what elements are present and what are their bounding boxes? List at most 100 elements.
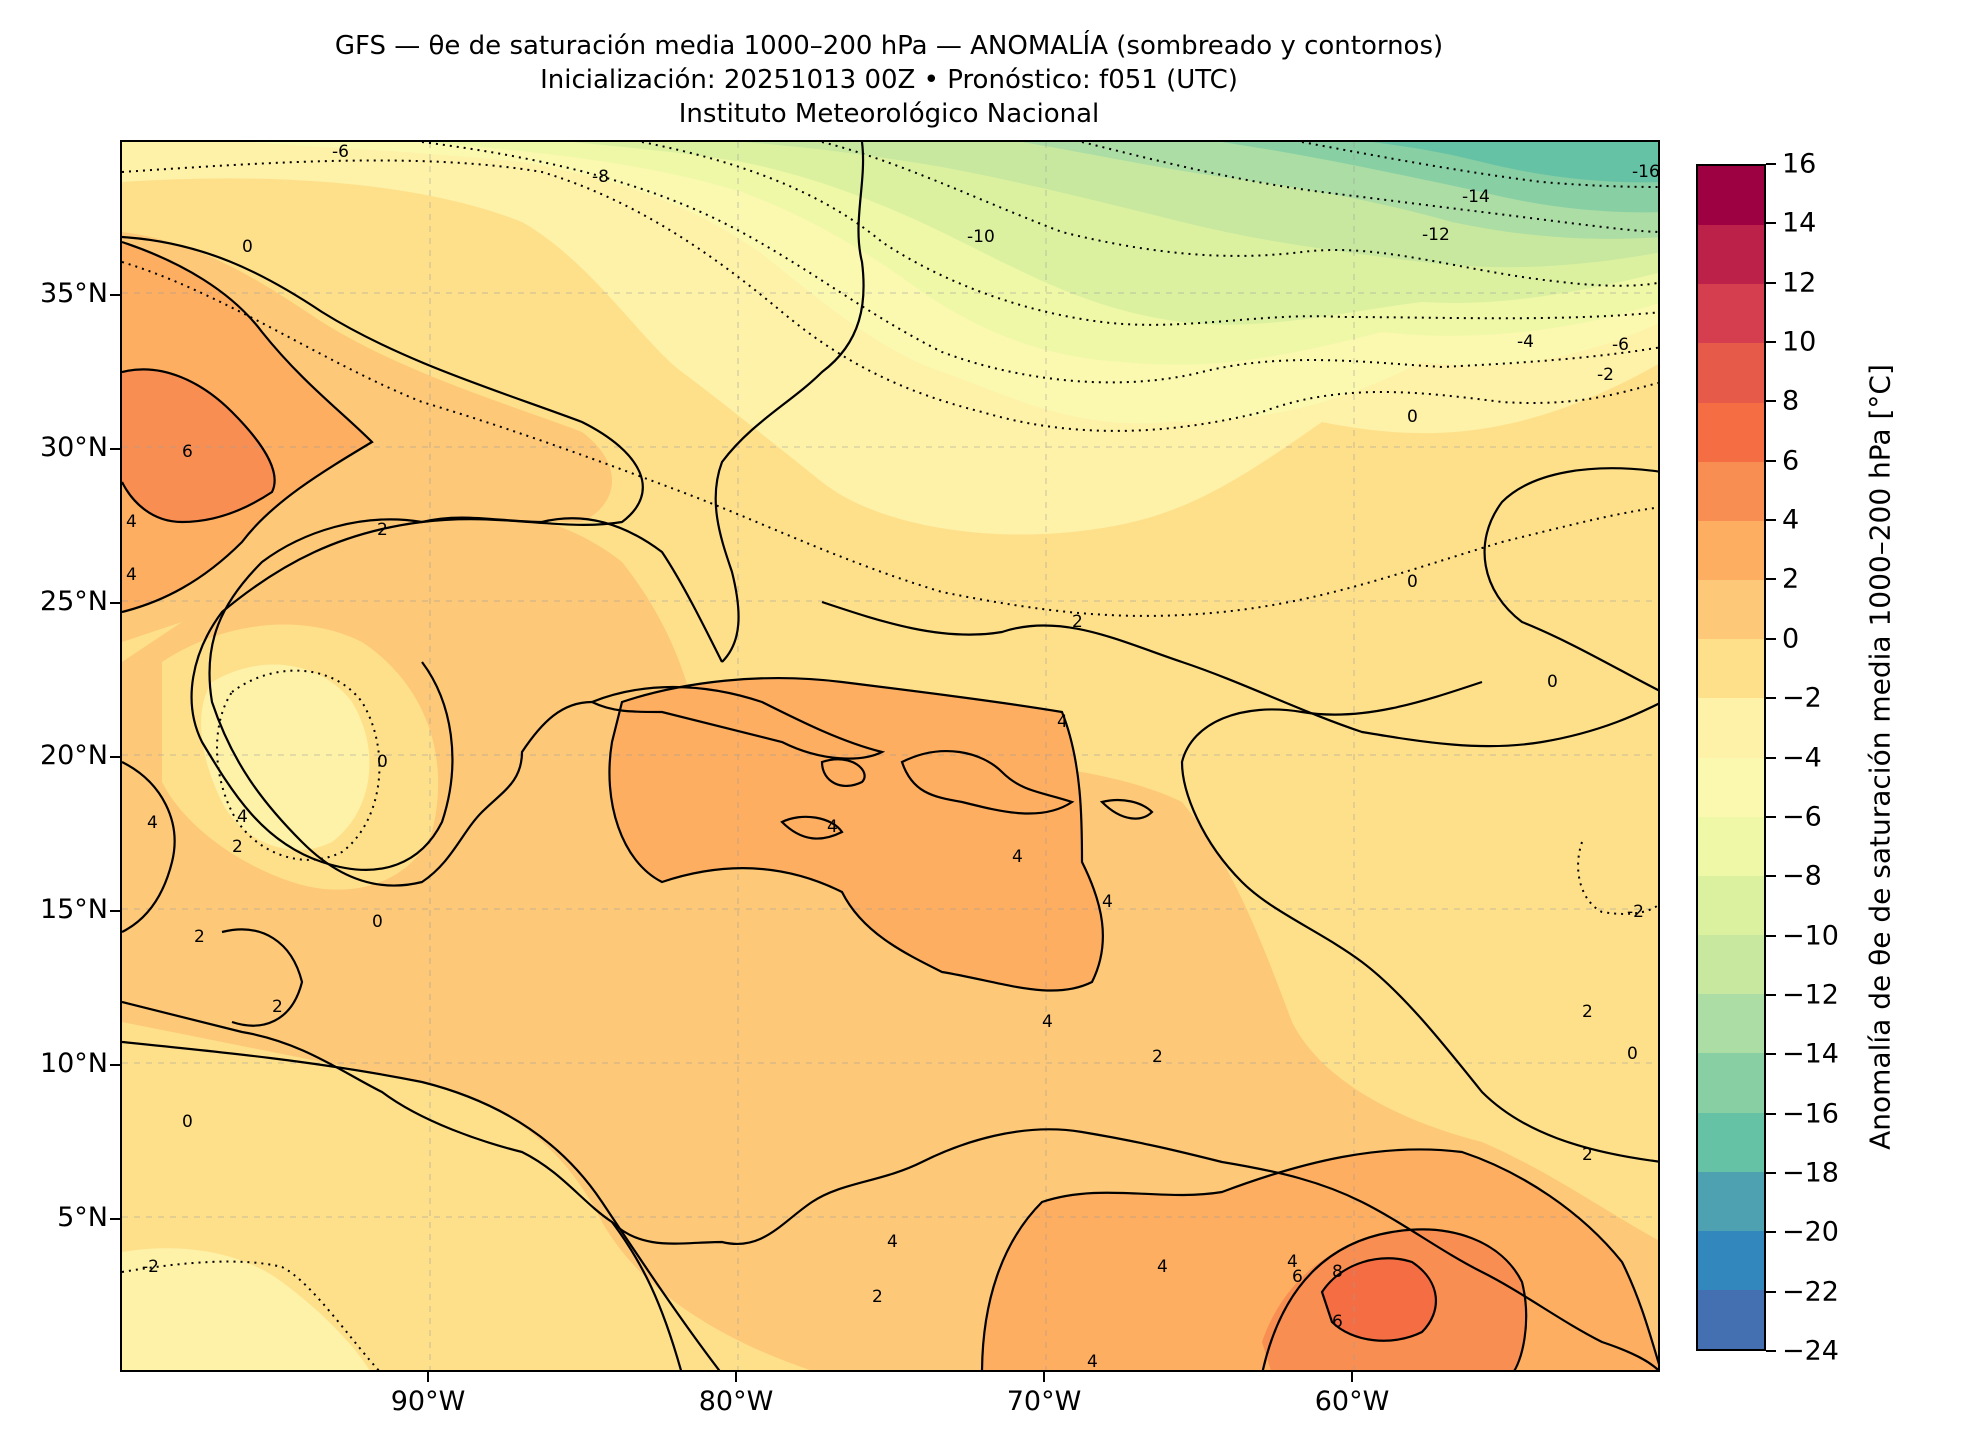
colorbar-segment: [1698, 935, 1764, 995]
contour-label: -10: [967, 227, 995, 247]
colorbar-segment: [1698, 402, 1764, 462]
contour-label: 4: [1042, 1012, 1053, 1032]
colorbar-segment: [1698, 461, 1764, 521]
colorbar-tick: [1766, 341, 1776, 344]
colorbar-title: Anomalía de θe de saturación media 1000–…: [1863, 364, 1897, 1150]
contour-label: 6: [1292, 1267, 1303, 1287]
contour-label: 0: [242, 237, 253, 257]
colorbar-tick-label: 16: [1782, 148, 1817, 180]
colorbar-tick-label: −22: [1782, 1276, 1839, 1308]
colorbar-segment: [1698, 639, 1764, 699]
contour-labels: -6 -8 0 -10 -14 -12 -16 -4 -6 -2 0 6 2 0…: [126, 142, 1658, 1370]
contour-label: 0: [372, 912, 383, 932]
colorbar-tick: [1766, 578, 1776, 581]
lat-tick: [110, 602, 120, 604]
contour-label: 2: [377, 520, 388, 540]
shade-gt0-eastatlantic: [1477, 438, 1658, 700]
colorbar-tick-label: −18: [1782, 1157, 1839, 1189]
contour-label: 2: [1582, 1002, 1593, 1022]
colorbar-tick: [1766, 1290, 1776, 1293]
lon-label: 70°W: [1006, 1386, 1082, 1417]
contour-label: 4: [1287, 1252, 1298, 1272]
contour-label: 0: [1627, 1044, 1638, 1064]
colorbar-tick-label: 10: [1782, 326, 1817, 358]
shade-lt-16: [1372, 142, 1658, 183]
colorbar-tick: [1766, 815, 1776, 818]
colorbar-tick: [1766, 400, 1776, 403]
contour-label: 6: [182, 442, 193, 462]
contour-label: -2: [1597, 365, 1614, 385]
colorbar-tick: [1766, 281, 1776, 284]
anomaly-map: -6 -8 0 -10 -14 -12 -16 -4 -6 -2 0 6 2 0…: [122, 142, 1658, 1370]
colorbar-tick-label: −8: [1782, 860, 1822, 892]
colorbar-tick-label: 0: [1782, 623, 1800, 655]
colorbar-tick-label: −4: [1782, 742, 1822, 773]
contour-label: -2: [142, 1257, 159, 1277]
chart-title-line2: Inicialización: 20251013 00Z • Pronóstic…: [540, 65, 1238, 95]
colorbar-segment: [1698, 520, 1764, 581]
colorbar-segment: [1698, 816, 1764, 876]
contour-label: 2: [194, 927, 205, 947]
lon-tick: [427, 1372, 429, 1382]
chart-title-line3: Instituto Meteorológico Nacional: [678, 99, 1100, 129]
lon-tick: [1043, 1372, 1045, 1382]
contour-label: -2: [1627, 902, 1644, 922]
colorbar-tick: [1766, 934, 1776, 937]
colorbar-tick: [1766, 637, 1776, 640]
contour-label: 0: [1407, 572, 1418, 592]
contour-label: 6: [1332, 1312, 1343, 1332]
lat-tick: [110, 448, 120, 450]
shade-gt6-texas: [122, 369, 275, 522]
colorbar-segment: [1698, 698, 1764, 758]
colorbar-tick: [1766, 1112, 1776, 1115]
colorbar-tick-label: 8: [1782, 385, 1800, 417]
contour-label: 4: [1157, 1257, 1168, 1277]
shade-gt8-core: [1322, 1258, 1436, 1341]
contour-label: 4: [147, 813, 158, 833]
colorbar-segment: [1698, 1171, 1764, 1231]
contour-label: 2: [232, 837, 243, 857]
colorbar-tick-label: −12: [1782, 979, 1839, 1011]
lat-tick: [110, 1064, 120, 1066]
colorbar-tick: [1766, 519, 1776, 522]
contour-label: 4: [827, 817, 838, 837]
contour-label: 0: [1407, 407, 1418, 427]
lat-label: 5°N: [57, 1202, 108, 1233]
coastlines: [122, 142, 1658, 1370]
colorbar-tick-label: −16: [1782, 1098, 1839, 1130]
islands: [589, 685, 1154, 840]
colorbar-tick: [1766, 756, 1776, 759]
colorbar-tick: [1766, 163, 1776, 165]
shade-lt0-southwest: [122, 1248, 370, 1370]
colorbar-tick: [1766, 1053, 1776, 1056]
lat-tick: [110, 1218, 120, 1220]
colorbar-tick-label: −14: [1782, 1038, 1839, 1070]
colorbar-segment: [1698, 1230, 1764, 1290]
contour-label: -8: [592, 167, 609, 187]
contour-label: -12: [1422, 225, 1450, 245]
colorbar-tick-label: −20: [1782, 1216, 1839, 1248]
lat-label: 35°N: [39, 278, 108, 309]
contour-label: -6: [1612, 335, 1629, 355]
colorbar-tick: [1766, 993, 1776, 996]
contour-label: 0: [1547, 672, 1558, 692]
contour-label: 2: [872, 1287, 883, 1307]
colorbar-tick-label: 14: [1782, 207, 1817, 239]
lat-label: 10°N: [39, 1048, 108, 1079]
contour-label: 0: [377, 752, 388, 772]
contour-label: 4: [237, 807, 248, 827]
colorbar-tick: [1766, 1231, 1776, 1234]
colorbar-tick-label: −2: [1782, 682, 1822, 714]
colorbar-fill: [1698, 166, 1764, 1350]
contour-label: 4: [126, 512, 137, 532]
lon-label: 80°W: [698, 1386, 774, 1417]
contour-label: 4: [1012, 847, 1023, 867]
graticule: [122, 142, 1658, 1370]
lon-tick: [1351, 1372, 1353, 1382]
contour-label: 4: [1057, 712, 1068, 732]
colorbar-segment: [1698, 1289, 1764, 1350]
contour-label: 2: [1152, 1047, 1163, 1067]
contour-label: 4: [126, 565, 137, 585]
colorbar-segment: [1698, 225, 1764, 285]
colorbar-segment: [1698, 580, 1764, 640]
